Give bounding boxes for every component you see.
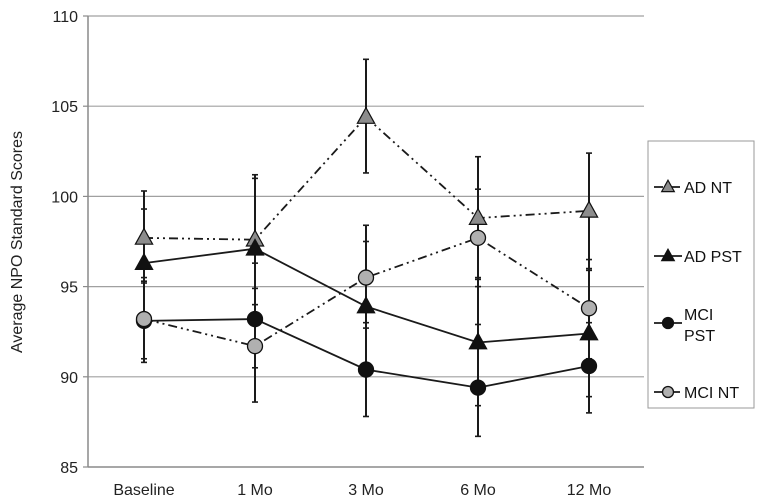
triangle-marker: [356, 295, 376, 314]
circle-marker: [357, 361, 375, 378]
series-markers: [134, 106, 599, 396]
triangle-marker: [468, 331, 488, 350]
triangle-marker: [356, 106, 376, 124]
gridlines: [88, 15, 644, 378]
triangle-marker: [579, 200, 599, 218]
circle-marker: [661, 385, 675, 399]
circle-marker: [246, 310, 264, 328]
legend-item-mci-pst: MCI PST: [654, 307, 715, 345]
triangle-marker: [134, 252, 154, 271]
legend-item-mci-nt: MCI NT: [654, 385, 739, 402]
triangle-marker: [468, 207, 488, 225]
y-tick-label: 110: [52, 9, 78, 26]
x-tick-label: 6 Mo: [460, 482, 496, 499]
y-axis-title: Average NPO Standard Scores: [9, 131, 26, 353]
y-tick-label: 105: [51, 99, 78, 116]
circle-marker: [357, 269, 375, 286]
y-tick-label: 100: [51, 189, 78, 206]
y-tick-label: 90: [60, 370, 78, 387]
circle-marker: [661, 316, 675, 330]
circle-marker: [469, 229, 487, 247]
triangle-marker: [579, 322, 599, 341]
y-tick-label: 85: [60, 460, 78, 477]
legend-item-ad-pst: AD PST: [654, 247, 742, 266]
legend-item-ad-nt: AD NT: [654, 178, 732, 197]
x-axis-ticks: Baseline 1 Mo 3 Mo 6 Mo 12 Mo: [113, 482, 611, 499]
legend-label: MCI: [684, 307, 713, 324]
legend-label: AD PST: [684, 249, 742, 266]
x-tick-label: 1 Mo: [237, 482, 273, 499]
x-tick-label: 3 Mo: [348, 482, 384, 499]
legend-label: MCI NT: [684, 385, 739, 402]
triangle-marker: [660, 247, 676, 262]
triangle-marker: [134, 227, 154, 245]
x-tick-label: 12 Mo: [567, 482, 612, 499]
legend-label: PST: [684, 328, 715, 345]
x-tick-label: Baseline: [113, 482, 174, 499]
triangle-marker: [245, 238, 265, 256]
circle-marker: [469, 379, 487, 396]
circle-marker: [580, 300, 598, 317]
circle-marker: [135, 310, 153, 328]
y-tick-label: 95: [60, 280, 78, 297]
circle-marker: [246, 337, 264, 355]
legend: AD NT AD PST MCI PST MCI NT: [647, 140, 755, 409]
legend-label: AD NT: [684, 180, 732, 197]
triangle-marker: [660, 178, 676, 193]
y-axis-ticks: 85 90 95 100 105 110: [51, 9, 88, 477]
axes: [87, 16, 644, 468]
circle-marker: [580, 357, 598, 375]
